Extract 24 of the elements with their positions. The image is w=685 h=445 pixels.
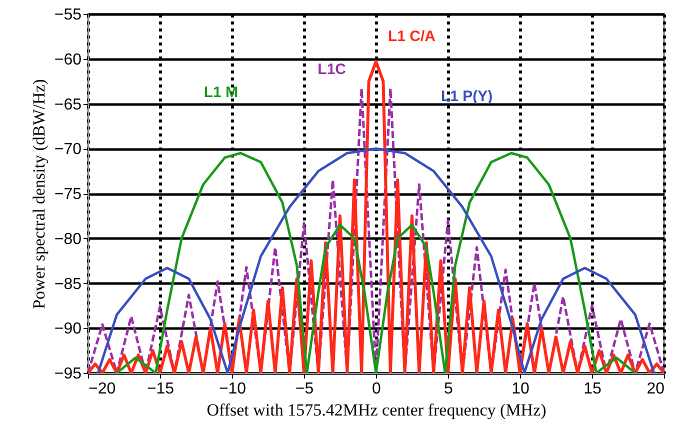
y-tick-label: −65	[54, 96, 82, 114]
y-tick-label: −75	[54, 186, 82, 203]
x-tick-label: −20	[88, 380, 116, 398]
x-tick-label: −15	[146, 380, 174, 398]
x-tick-label: 0	[372, 380, 382, 398]
x-tick-label: 10	[512, 380, 530, 398]
x-tick-label: −10	[218, 380, 246, 398]
y-tick-label: −55	[54, 6, 82, 24]
y-tick-label: −95	[54, 366, 82, 382]
y-tick-label: −60	[54, 51, 82, 68]
y-axis-title: Power spectral density (dBW/Hz)	[29, 79, 48, 309]
y-tick-label: −90	[54, 320, 82, 338]
series-label: L1 C/A	[388, 28, 436, 45]
y-tick-label: −70	[54, 141, 82, 158]
text: L1 P(Y)	[441, 88, 493, 105]
y-tick-label: −85	[54, 276, 82, 293]
x-axis-title: Offset with 1575.42MHz center frequency (MHz)	[206, 400, 546, 420]
x-tick-label: 20	[646, 380, 665, 398]
x-tick-label: 5	[444, 380, 454, 398]
text: L1 M	[204, 84, 238, 101]
series-label: L1C	[318, 61, 346, 78]
y-tick-label: −80	[54, 230, 82, 248]
x-tick-label: −5	[295, 380, 314, 398]
x-tick-label: 15	[584, 380, 602, 398]
